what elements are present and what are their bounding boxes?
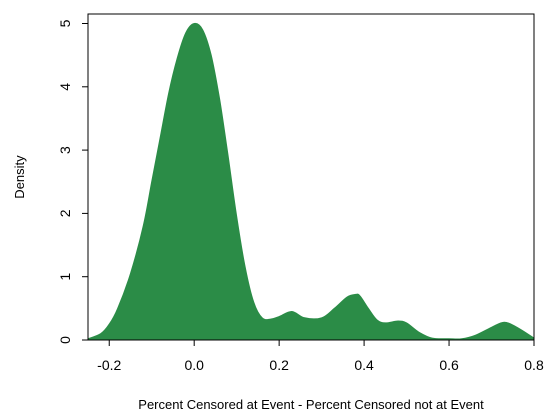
x-tick-label: 0.8 — [524, 357, 544, 373]
y-tick-label: 4 — [57, 83, 73, 91]
y-tick-label: 5 — [57, 19, 73, 27]
y-axis: 0 1 2 3 4 5 — [57, 19, 88, 344]
plot-frame — [87, 13, 535, 341]
x-tick-label: 0.0 — [184, 357, 204, 373]
y-axis-label: Density — [12, 155, 27, 199]
x-tick-label: 0.4 — [354, 357, 374, 373]
x-tick-label: -0.2 — [97, 357, 121, 373]
x-axis: -0.2 0.0 0.2 0.4 0.6 0.8 — [97, 340, 544, 373]
x-tick-label: 0.2 — [269, 357, 289, 373]
y-tick-label: 1 — [57, 273, 73, 281]
y-tick-label: 3 — [57, 146, 73, 154]
y-tick-label: 2 — [57, 209, 73, 217]
y-tick-label: 0 — [57, 336, 73, 344]
density-area — [87, 22, 535, 341]
x-tick-label: 0.6 — [439, 357, 459, 373]
x-axis-label: Percent Censored at Event - Percent Cens… — [138, 397, 484, 412]
